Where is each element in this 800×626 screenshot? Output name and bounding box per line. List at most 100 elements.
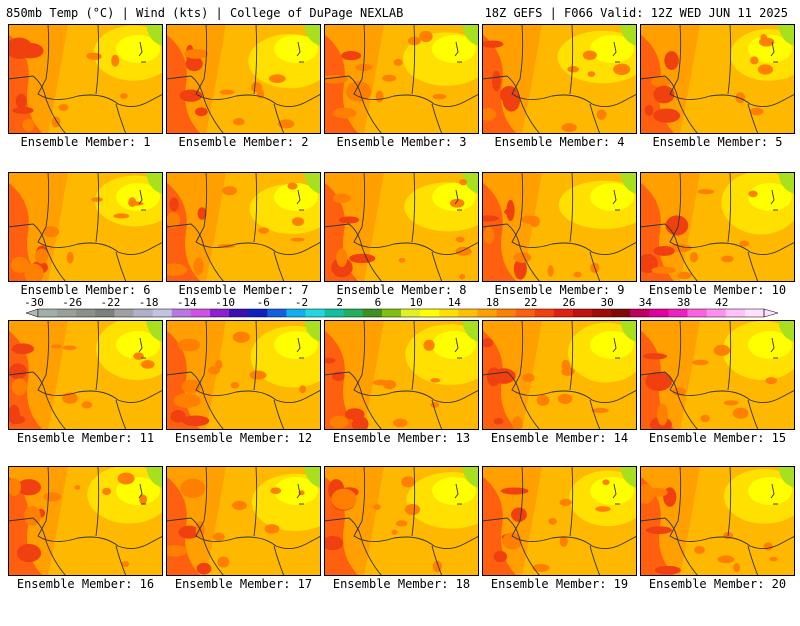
temperature-map bbox=[324, 172, 479, 282]
colorbar-swatch bbox=[229, 309, 249, 317]
temperature-map bbox=[8, 24, 163, 134]
colorbar-swatch bbox=[439, 309, 459, 317]
ensemble-member-panel: Ensemble Member: 12 bbox=[166, 320, 321, 480]
colorbar-swatch bbox=[592, 309, 612, 317]
ensemble-member-label: Ensemble Member: 6 bbox=[20, 283, 151, 297]
colorbar-swatch bbox=[286, 309, 306, 317]
colorbar-swatch bbox=[668, 309, 688, 317]
colorbar-swatch bbox=[38, 309, 58, 317]
ensemble-member-panel: Ensemble Member: 2 bbox=[166, 24, 321, 184]
temperature-map bbox=[324, 466, 479, 576]
colorbar-swatch bbox=[572, 309, 593, 317]
ensemble-member-label: Ensemble Member: 18 bbox=[332, 577, 471, 591]
colorbar-tick-label: 38 bbox=[677, 297, 690, 309]
chart-title: 850mb Temp (°C) | Wind (kts) | College o… bbox=[6, 6, 404, 20]
temperature-map bbox=[482, 466, 637, 576]
colorbar-swatch bbox=[420, 309, 440, 317]
ensemble-member-label: Ensemble Member: 3 bbox=[336, 135, 467, 149]
colorbar-tick-label: -22 bbox=[100, 297, 120, 309]
ensemble-member-panel: Ensemble Member: 14 bbox=[482, 320, 637, 480]
ensemble-member-label: Ensemble Member: 12 bbox=[174, 431, 313, 445]
ensemble-member-label: Ensemble Member: 10 bbox=[648, 283, 787, 297]
ensemble-member-panel: Ensemble Member: 10 bbox=[640, 172, 795, 332]
colorbar-swatch bbox=[496, 309, 516, 317]
ensemble-member-label: Ensemble Member: 9 bbox=[494, 283, 625, 297]
ensemble-member-panel: Ensemble Member: 9 bbox=[482, 172, 637, 332]
temperature-map bbox=[640, 320, 795, 430]
ensemble-member-panel: Ensemble Member: 8 bbox=[324, 172, 479, 332]
colorbar-swatch bbox=[362, 309, 383, 317]
temperature-map bbox=[640, 466, 795, 576]
temperature-map bbox=[8, 172, 163, 282]
colorbar-swatch bbox=[267, 309, 287, 317]
temperature-map bbox=[166, 24, 321, 134]
ensemble-member-label: Ensemble Member: 1 bbox=[20, 135, 151, 149]
colorbar-swatch bbox=[190, 309, 211, 317]
ensemble-member-panel: Ensemble Member: 13 bbox=[324, 320, 479, 480]
colorbar-swatch bbox=[133, 309, 153, 317]
colorbar-swatch bbox=[343, 309, 364, 317]
colorbar-swatch bbox=[401, 309, 421, 317]
ensemble-member-panel: Ensemble Member: 7 bbox=[166, 172, 321, 332]
ensemble-panel-grid: Ensemble Member: 1 Ensemble Member: 2 Ense… bbox=[8, 24, 795, 591]
colorbar-swatch bbox=[381, 309, 402, 317]
colorbar-tick-label: -14 bbox=[177, 297, 197, 309]
colorbar-tick-label: 2 bbox=[336, 297, 343, 309]
ensemble-member-panel: Ensemble Member: 1 bbox=[8, 24, 163, 184]
temperature-map bbox=[166, 172, 321, 282]
colorbar-swatch bbox=[725, 309, 746, 317]
colorbar-left-arrow bbox=[25, 308, 39, 318]
ensemble-member-label: Ensemble Member: 11 bbox=[16, 431, 155, 445]
ensemble-member-label: Ensemble Member: 16 bbox=[16, 577, 155, 591]
colorbar-swatch bbox=[687, 309, 707, 317]
colorbar-swatch bbox=[152, 309, 173, 317]
temperature-colorbar: -30 -26 -22 -18 -14 -10 -6 -2 2 6 10 14 18 22 26 30 34 38… bbox=[24, 297, 779, 318]
ensemble-member-panel: Ensemble Member: 11 bbox=[8, 320, 163, 480]
ensemble-member-label: Ensemble Member: 2 bbox=[178, 135, 309, 149]
colorbar-swatch bbox=[630, 309, 650, 317]
colorbar-tick-label: 18 bbox=[486, 297, 499, 309]
temperature-map bbox=[482, 320, 637, 430]
temperature-map bbox=[166, 466, 321, 576]
ensemble-member-label: Ensemble Member: 4 bbox=[494, 135, 625, 149]
colorbar-swatch bbox=[114, 309, 134, 317]
colorbar-tick-label: 14 bbox=[448, 297, 462, 309]
temperature-map bbox=[8, 320, 163, 430]
colorbar-tick-label: 10 bbox=[409, 297, 422, 309]
colorbar-tick-label: 42 bbox=[715, 297, 728, 309]
colorbar-swatch bbox=[95, 309, 115, 317]
ensemble-member-panel: Ensemble Member: 18 bbox=[324, 466, 479, 626]
colorbar-swatch bbox=[305, 309, 325, 317]
run-valid-time: 18Z GEFS | F066 Valid: 12Z WED JUN 11 20… bbox=[484, 6, 788, 20]
temperature-map bbox=[8, 466, 163, 576]
ensemble-member-label: Ensemble Member: 15 bbox=[648, 431, 787, 445]
colorbar-tick-label: -10 bbox=[215, 297, 235, 309]
ensemble-member-panel: Ensemble Member: 20 bbox=[640, 466, 795, 626]
temperature-map bbox=[324, 24, 479, 134]
colorbar-swatch bbox=[611, 309, 631, 317]
colorbar-right-arrow bbox=[763, 308, 779, 318]
colorbar-tick-label: -2 bbox=[295, 297, 308, 309]
temperature-map bbox=[166, 320, 321, 430]
colorbar-swatch bbox=[744, 309, 765, 317]
colorbar-tick-label: 6 bbox=[375, 297, 382, 309]
ensemble-member-label: Ensemble Member: 7 bbox=[178, 283, 309, 297]
colorbar-swatch bbox=[209, 309, 230, 317]
colorbar-tick-label: -26 bbox=[62, 297, 82, 309]
temperature-map bbox=[482, 24, 637, 134]
temperature-map bbox=[640, 172, 795, 282]
ensemble-member-panel: Ensemble Member: 6 bbox=[8, 172, 163, 332]
temperature-map bbox=[324, 320, 479, 430]
colorbar-swatch bbox=[76, 309, 96, 317]
colorbar-swatch bbox=[534, 309, 555, 317]
temperature-map bbox=[482, 172, 637, 282]
colorbar-tick-label: -6 bbox=[257, 297, 270, 309]
ensemble-member-label: Ensemble Member: 14 bbox=[490, 431, 629, 445]
ensemble-member-panel: Ensemble Member: 3 bbox=[324, 24, 479, 184]
colorbar-tick-label: -18 bbox=[139, 297, 159, 309]
ensemble-member-label: Ensemble Member: 8 bbox=[336, 283, 467, 297]
colorbar-tick-label: 26 bbox=[562, 297, 575, 309]
ensemble-member-panel: Ensemble Member: 19 bbox=[482, 466, 637, 626]
colorbar-swatch bbox=[553, 309, 574, 317]
colorbar-swatch bbox=[324, 309, 344, 317]
